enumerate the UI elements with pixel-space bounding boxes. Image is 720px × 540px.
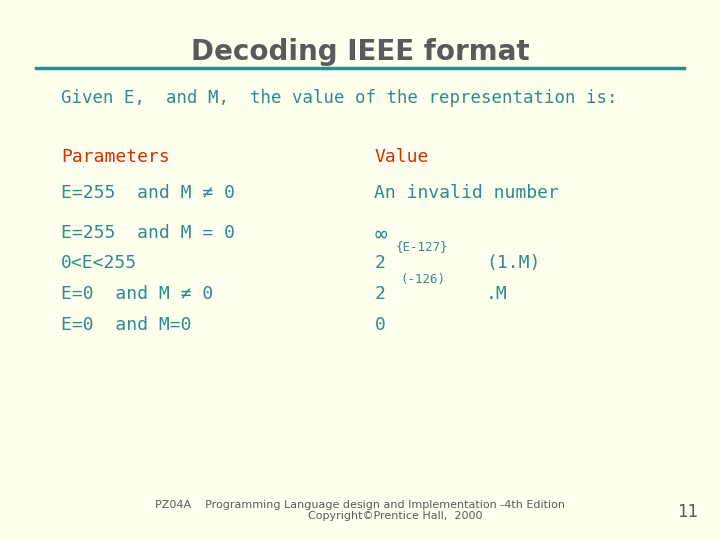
Text: .M: .M xyxy=(486,285,508,303)
Text: E=255  and M ≠ 0: E=255 and M ≠ 0 xyxy=(61,184,235,201)
Text: E=0  and M ≠ 0: E=0 and M ≠ 0 xyxy=(61,285,213,303)
Text: (1.M): (1.M) xyxy=(486,254,541,272)
Text: 2: 2 xyxy=(374,254,385,272)
Text: E=0  and M=0: E=0 and M=0 xyxy=(61,316,192,334)
Text: An invalid number: An invalid number xyxy=(374,184,559,201)
Text: 2: 2 xyxy=(374,285,385,303)
Text: 11: 11 xyxy=(677,503,698,521)
Text: ∞: ∞ xyxy=(374,224,387,244)
Text: Parameters: Parameters xyxy=(61,148,170,166)
Text: 0: 0 xyxy=(374,316,385,334)
Text: {E-127}: {E-127} xyxy=(396,240,449,253)
Text: (-126): (-126) xyxy=(400,273,445,286)
Text: Decoding IEEE format: Decoding IEEE format xyxy=(191,38,529,66)
Text: PZ04A    Programming Language design and Implementation -4th Edition
           : PZ04A Programming Language design and Im… xyxy=(155,500,565,521)
Text: 0<E<255: 0<E<255 xyxy=(61,254,138,272)
Text: Value: Value xyxy=(374,148,429,166)
Text: Given E,  and M,  the value of the representation is:: Given E, and M, the value of the represe… xyxy=(61,89,618,107)
Text: E=255  and M = 0: E=255 and M = 0 xyxy=(61,224,235,242)
